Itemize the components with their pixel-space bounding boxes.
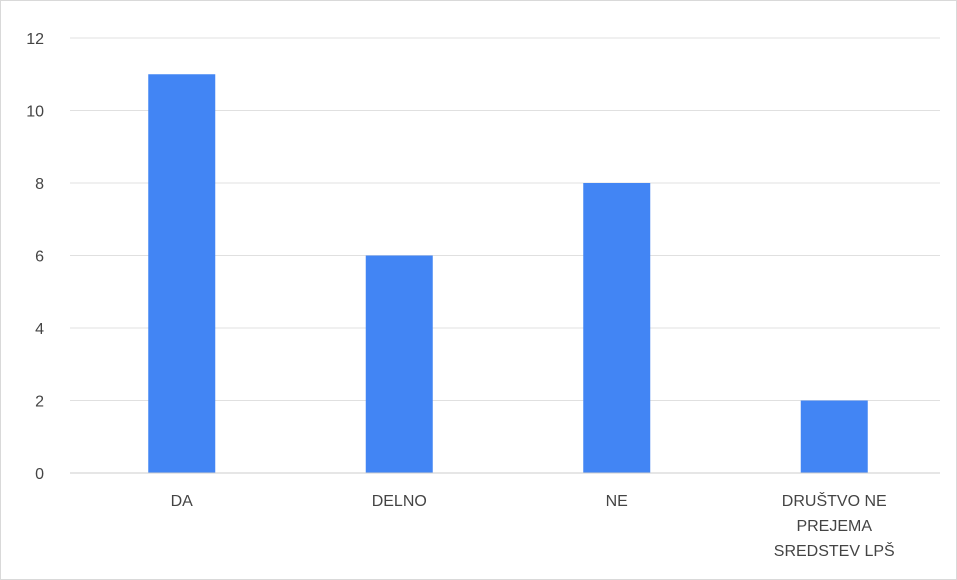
- y-tick-label: 12: [26, 31, 44, 48]
- bar: [148, 74, 216, 473]
- y-tick-label: 8: [35, 176, 44, 193]
- x-category-label: DA: [171, 493, 194, 510]
- bar: [800, 400, 868, 473]
- y-tick-label: 10: [26, 104, 44, 121]
- x-category-label-line: SREDSTEV LPŠ: [774, 541, 895, 560]
- bar: [583, 183, 651, 473]
- x-category-label: DRUŠTVO NE PREJEMA SREDSTEV LPŠ: [774, 491, 895, 560]
- x-axis-category-labels: DA DELNO NE DRUŠTVO NE PREJEMA SREDSTEV LPŠ: [171, 491, 895, 560]
- y-tick-label: 2: [35, 394, 44, 411]
- y-tick-label: 6: [35, 249, 44, 266]
- y-tick-label: 0: [35, 466, 44, 483]
- x-category-label-line: DA: [171, 493, 194, 510]
- y-axis-tick-labels: 0 2 4 6 8 10 12: [26, 31, 44, 483]
- x-category-label: NE: [606, 493, 628, 510]
- x-category-label-line: DRUŠTVO NE: [782, 491, 887, 510]
- x-category-label: DELNO: [372, 493, 427, 510]
- x-category-label-line: NE: [606, 493, 628, 510]
- bars: [148, 74, 868, 473]
- x-category-label-line: DELNO: [372, 493, 427, 510]
- bar: [365, 255, 433, 473]
- y-tick-label: 4: [35, 321, 44, 338]
- x-category-label-line: PREJEMA: [796, 518, 872, 535]
